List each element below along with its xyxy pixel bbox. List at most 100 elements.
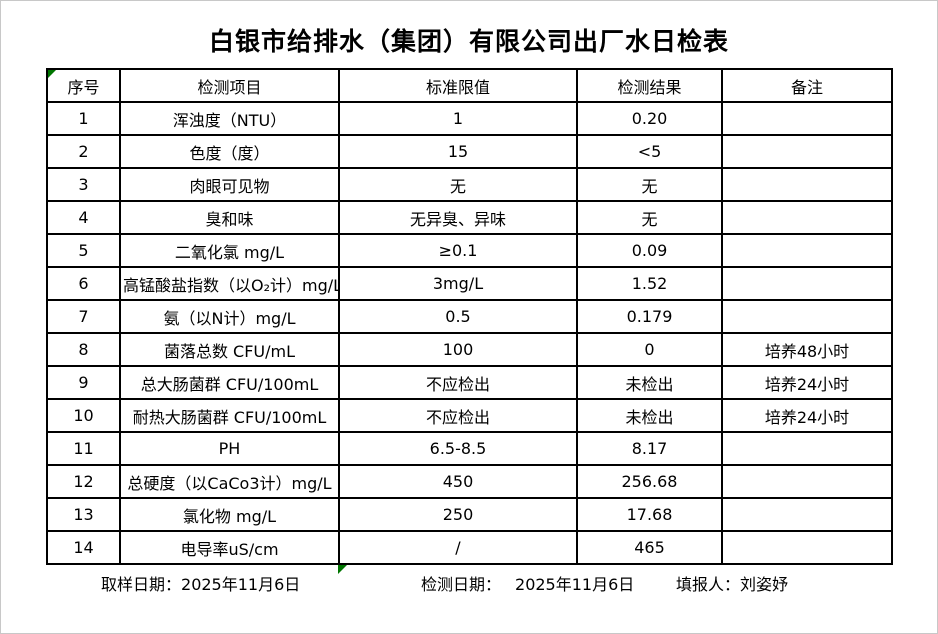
reporter: 填报人：刘姿妤 [676, 571, 788, 595]
test-date-value: 2025年11月6日 [515, 575, 635, 594]
cell-note [721, 233, 893, 268]
table-row: 14 电导率uS/cm/465 [46, 530, 893, 565]
table-row: 11 PH 6.5-8.5 8.17 [46, 431, 893, 466]
cell-limit: 6.5-8.5 [338, 431, 578, 466]
reporter-value: 刘姿妤 [740, 575, 789, 594]
cell-index: 11 [46, 431, 121, 466]
cell-index: 8 [46, 332, 121, 367]
cell-index: 10 [46, 398, 121, 433]
cell-limit: 不应检出 [338, 365, 578, 400]
cell-result: <5 [576, 134, 723, 169]
cell-limit: / [338, 530, 578, 565]
cell-index: 14 [46, 530, 121, 565]
cell-index: 2 [46, 134, 121, 169]
cell-note [721, 299, 893, 334]
cell-index: 1 [46, 101, 121, 136]
header-index: 序号 [46, 68, 121, 103]
table-body: 1 浑浊度（NTU） 1 0.20 2 色度（度） 15 <5 3 肉眼可见物无无 4 臭和味 无异臭、… [46, 101, 893, 565]
table-row: 7 氨（以N计）mg/L 0.5 0.179 [46, 299, 893, 334]
cell-index: 6 [46, 266, 121, 301]
table-row: 8 菌落总数 CFU/mL 100 0 培养48小时 [46, 332, 893, 367]
table-row: 1 浑浊度（NTU） 1 0.20 [46, 101, 893, 136]
cell-index: 7 [46, 299, 121, 334]
cell-note [721, 530, 893, 565]
cell-limit: 1 [338, 101, 578, 136]
cell-result: 1.52 [576, 266, 723, 301]
table-row: 9 总大肠菌群 CFU/100mL 不应检出 未检出 培养24小时 [46, 365, 893, 400]
table-row: 4 臭和味 无异臭、异味无 [46, 200, 893, 235]
cell-note [721, 497, 893, 532]
cell-result: 无 [576, 167, 723, 202]
cell-note [721, 266, 893, 301]
cell-item: 二氧化氯 mg/L [119, 233, 340, 268]
sample-date-label: 取样日期： [101, 575, 182, 594]
table-row: 3 肉眼可见物无无 [46, 167, 893, 202]
table-row: 5 二氧化氯 mg/L ≥0.1 0.09 [46, 233, 893, 268]
cell-result: 无 [576, 200, 723, 235]
cell-index: 9 [46, 365, 121, 400]
cell-result: 未检出 [576, 398, 723, 433]
cell-item: 浑浊度（NTU） [119, 101, 340, 136]
footer: 取样日期：2025年11月6日 检测日期： 2025年11月6日 填报人：刘姿妤 [1, 571, 937, 595]
cell-item: 色度（度） [119, 134, 340, 169]
cell-item: 肉眼可见物 [119, 167, 340, 202]
cell-note [721, 431, 893, 466]
table-row: 13 氯化物 mg/L 250 17.68 [46, 497, 893, 532]
cell-result: 256.68 [576, 464, 723, 499]
cell-result: 未检出 [576, 365, 723, 400]
table-row: 12 总硬度（以CaCo3计）mg/L 450 256.68 [46, 464, 893, 499]
header-limit: 标准限值 [338, 68, 578, 103]
inspection-table: 序号 检测项目 标准限值 检测结果 备注 1 浑浊度（NTU） 1 0.20 2 色度（度… [46, 68, 893, 574]
cell-limit: 0.5 [338, 299, 578, 334]
cell-item: 菌落总数 CFU/mL [119, 332, 340, 367]
cell-result: 0.20 [576, 101, 723, 136]
cell-index: 3 [46, 167, 121, 202]
sample-date-value: 2025年11月6日 [181, 575, 301, 594]
cell-limit: 不应检出 [338, 398, 578, 433]
cell-limit: 450 [338, 464, 578, 499]
cell-item: 氨（以N计）mg/L [119, 299, 340, 334]
cell-indicator-icon [48, 70, 56, 78]
cell-limit: 3mg/L [338, 266, 578, 301]
cell-item: 氯化物 mg/L [119, 497, 340, 532]
cell-index: 13 [46, 497, 121, 532]
table-row: 10 耐热大肠菌群 CFU/100mL 不应检出 未检出 培养24小时 [46, 398, 893, 433]
cell-result: 0.09 [576, 233, 723, 268]
page-title: 白银市给排水（集团）有限公司出厂水日检表 [208, 29, 729, 56]
cell-item: 电导率uS/cm [119, 530, 340, 565]
cell-result: 17.68 [576, 497, 723, 532]
sample-date: 取样日期：2025年11月6日 [101, 571, 300, 595]
header-note: 备注 [721, 68, 893, 103]
cell-limit: 100 [338, 332, 578, 367]
cell-note [721, 134, 893, 169]
cell-limit: 无异臭、异味 [338, 200, 578, 235]
cell-item: PH [119, 431, 340, 466]
cell-note [721, 167, 893, 202]
cell-note: 培养24小时 [721, 398, 893, 433]
cell-item: 总大肠菌群 CFU/100mL [119, 365, 340, 400]
cell-result: 8.17 [576, 431, 723, 466]
cell-item: 耐热大肠菌群 CFU/100mL [119, 398, 340, 433]
table-row: 2 色度（度） 15 <5 [46, 134, 893, 169]
cell-index: 4 [46, 200, 121, 235]
cell-limit: 无 [338, 167, 578, 202]
cell-result: 465 [576, 530, 723, 565]
cell-index: 12 [46, 464, 121, 499]
header-item: 检测项目 [119, 68, 340, 103]
cell-limit: ≥0.1 [338, 233, 578, 268]
cell-limit: 250 [338, 497, 578, 532]
test-date-label: 检测日期： [421, 575, 502, 594]
cell-item: 臭和味 [119, 200, 340, 235]
test-date: 检测日期： 2025年11月6日 [421, 571, 634, 595]
header-result: 检测结果 [576, 68, 723, 103]
cell-limit: 15 [338, 134, 578, 169]
cell-note [721, 200, 893, 235]
table-row: 6 高锰酸盐指数（以O₂计）mg/L 3mg/L 1.52 [46, 266, 893, 301]
inspection-table-grid: 序号 检测项目 标准限值 检测结果 备注 1 浑浊度（NTU） 1 0.20 2 色度（度… [46, 68, 893, 565]
cell-result: 0 [576, 332, 723, 367]
table-header-row: 序号 检测项目 标准限值 检测结果 备注 [46, 68, 893, 103]
reporter-label: 填报人： [676, 575, 741, 594]
cell-note [721, 464, 893, 499]
cell-item: 高锰酸盐指数（以O₂计）mg/L [119, 266, 340, 301]
cell-indicator-icon [338, 565, 347, 574]
